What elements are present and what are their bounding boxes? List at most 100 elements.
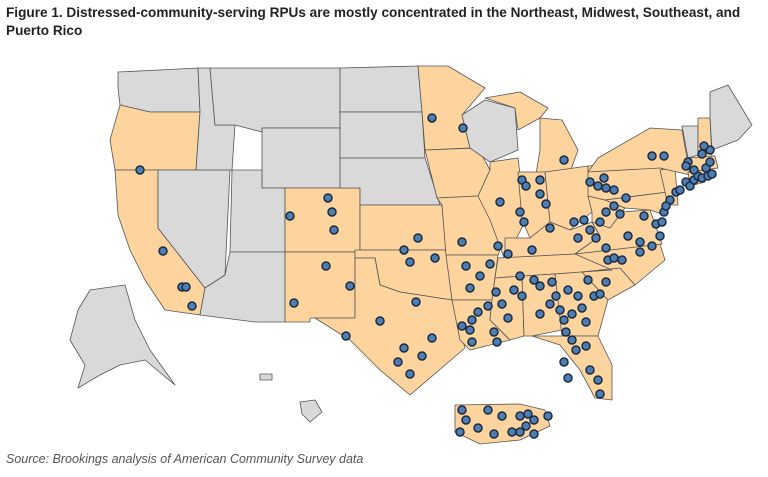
rpu-marker xyxy=(563,285,573,295)
rpu-marker xyxy=(555,305,565,315)
rpu-marker xyxy=(455,427,465,437)
rpu-marker xyxy=(699,141,709,151)
rpu-marker xyxy=(535,189,545,199)
rpu-marker xyxy=(527,245,537,255)
rpu-marker xyxy=(659,151,669,161)
rpu-marker xyxy=(609,185,619,195)
rpu-marker xyxy=(458,123,468,133)
figure-source: Source: Brookings analysis of American C… xyxy=(6,452,364,466)
rpu-marker xyxy=(399,245,409,255)
rpu-marker xyxy=(599,173,609,183)
rpu-marker xyxy=(507,427,517,437)
state-maine xyxy=(709,84,753,151)
rpu-marker xyxy=(697,149,707,159)
rpu-marker xyxy=(483,405,493,415)
rpu-marker xyxy=(647,151,657,161)
rpu-marker xyxy=(323,193,333,203)
rpu-marker xyxy=(327,207,337,217)
rpu-marker xyxy=(158,246,168,256)
rpu-marker xyxy=(681,161,691,171)
rpu-marker xyxy=(581,317,591,327)
rpu-marker xyxy=(393,357,403,367)
rpu-marker xyxy=(289,298,299,308)
state-hawaii xyxy=(299,399,323,423)
rpu-marker xyxy=(571,345,581,355)
rpu-marker xyxy=(430,253,440,263)
rpu-marker xyxy=(491,287,501,297)
rpu-marker xyxy=(577,303,587,313)
rpu-marker xyxy=(181,282,191,292)
rpu-marker xyxy=(567,335,577,345)
rpu-marker xyxy=(427,333,437,343)
rpu-marker xyxy=(473,307,483,317)
rpu-marker xyxy=(579,215,589,225)
state-colorado xyxy=(284,187,361,253)
rpu-marker xyxy=(595,289,605,299)
rpu-marker xyxy=(529,415,539,425)
figure-title: Figure 1. Distressed-community-serving R… xyxy=(6,5,741,38)
rpu-marker xyxy=(545,223,555,233)
rpu-marker xyxy=(467,315,477,325)
rpu-marker xyxy=(535,281,545,291)
rpu-marker xyxy=(321,261,331,271)
rpu-marker xyxy=(583,275,593,285)
rpu-marker xyxy=(495,197,505,207)
states-layer xyxy=(69,65,753,445)
rpu-marker xyxy=(509,285,519,295)
rpu-marker xyxy=(515,271,525,281)
rpu-marker xyxy=(595,217,605,227)
rpu-marker xyxy=(399,343,409,353)
state-washington xyxy=(117,67,201,113)
rpu-marker xyxy=(375,316,385,326)
rpu-marker xyxy=(595,389,605,399)
state-illinois xyxy=(477,157,527,261)
rpu-marker xyxy=(457,405,467,415)
rpu-marker xyxy=(483,301,493,311)
state-north-dakota xyxy=(339,65,423,113)
rpu-marker xyxy=(457,321,467,331)
state-maryland xyxy=(604,191,669,216)
rpu-marker xyxy=(503,249,513,259)
state-kansas xyxy=(359,204,447,251)
rpu-marker xyxy=(585,365,595,375)
rpu-marker xyxy=(473,423,483,433)
rpu-marker xyxy=(543,411,553,421)
rpu-marker xyxy=(187,301,197,311)
rpu-marker xyxy=(601,277,611,287)
rpu-markers-layer xyxy=(135,113,717,439)
rpu-marker xyxy=(657,217,667,227)
rpu-marker xyxy=(593,181,603,191)
state-new-york xyxy=(587,127,691,176)
rpu-marker xyxy=(529,275,539,285)
rpu-marker xyxy=(405,369,415,379)
rpu-marker xyxy=(467,337,477,347)
rpu-marker xyxy=(601,243,611,253)
rpu-marker xyxy=(561,327,571,337)
rpu-marker xyxy=(489,429,499,439)
rpu-marker xyxy=(541,199,551,209)
rpu-marker xyxy=(519,217,529,227)
rpu-marker xyxy=(535,309,545,319)
rpu-marker xyxy=(523,409,533,419)
rpu-marker xyxy=(559,357,569,367)
state-oregon xyxy=(109,104,201,171)
rpu-marker xyxy=(615,209,625,219)
state-montana xyxy=(209,67,341,133)
rpu-marker xyxy=(135,165,145,175)
rpu-marker xyxy=(567,309,577,319)
rpu-marker xyxy=(405,257,415,267)
rpu-marker xyxy=(529,429,539,439)
rpu-marker xyxy=(497,411,507,421)
state-alabama xyxy=(521,273,563,337)
rpu-marker xyxy=(591,233,601,243)
rpu-marker xyxy=(707,169,717,179)
rpu-marker xyxy=(635,237,645,247)
rpu-marker xyxy=(705,157,715,167)
rpu-marker xyxy=(661,201,671,211)
rpu-marker xyxy=(581,341,591,351)
rpu-marker xyxy=(411,297,421,307)
rpu-marker xyxy=(489,327,499,337)
rpu-marker xyxy=(521,181,531,191)
rpu-marker xyxy=(503,313,513,323)
rpu-marker xyxy=(427,113,437,123)
